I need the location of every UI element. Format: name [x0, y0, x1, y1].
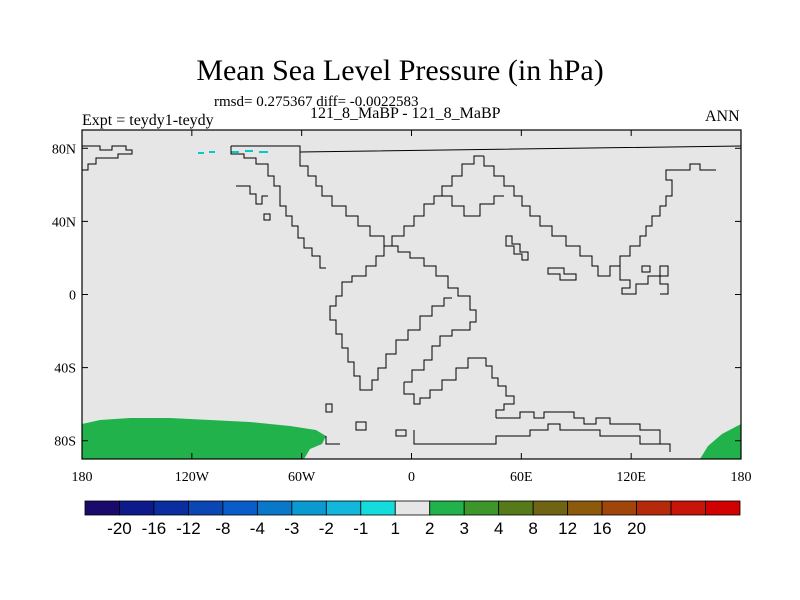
colorbar-label: -20	[107, 519, 132, 538]
coastline-small-island	[263, 213, 271, 221]
season-label: ANN	[705, 108, 740, 125]
colorbar-label: -1	[353, 519, 368, 538]
arctic-negative-dashes	[198, 150, 268, 154]
coastline-east-asia	[619, 265, 669, 295]
colorbar: -20 -16 -12 -8 -4 -3 -2 -1 1 2 3 4 8 12 16 20	[84, 500, 741, 538]
y-tick-label: 80S	[54, 435, 76, 450]
colorbar-label: -4	[250, 519, 265, 538]
colorbar-swatch	[429, 500, 465, 516]
colorbar-label: 3	[459, 519, 468, 538]
coastlines	[82, 145, 742, 452]
y-tick-label: 40N	[52, 215, 76, 230]
coastline-west-europe	[391, 155, 484, 246]
coastline-small-south-island	[355, 421, 367, 431]
x-axis: 180 120W 60W 0 60E 120E 180	[72, 130, 752, 485]
colorbar-label: 20	[627, 519, 646, 538]
coastline-north-island	[236, 185, 268, 205]
coastline-south-fleck	[325, 403, 333, 413]
colorbar-swatch	[463, 500, 500, 516]
colorbar-label: 12	[558, 519, 577, 538]
colorbar-swatch	[601, 500, 637, 516]
coastline-greenland-edge	[299, 152, 392, 247]
coastline-inland-sea	[505, 235, 529, 261]
colorbar-label: 8	[528, 519, 537, 538]
y-axis: 80N 40N 0 40S 80S	[52, 142, 741, 450]
y-tick-label: 40S	[54, 362, 76, 377]
colorbar-label: -2	[319, 519, 334, 538]
map-field	[82, 130, 741, 459]
colorbar-swatch	[705, 500, 741, 516]
stats-text: rmsd= 0.275367 diff= -0.0022583	[214, 94, 419, 110]
antarctic-positive-region	[82, 418, 326, 459]
colorbar-swatch	[222, 500, 258, 516]
colorbar-swatch	[670, 500, 706, 516]
coastline-arctic	[230, 146, 326, 269]
colorbar-swatch	[84, 500, 120, 516]
y-tick-label: 80N	[52, 142, 76, 157]
colorbar-label: -8	[215, 519, 230, 538]
coastline-africa-south	[366, 297, 452, 391]
colorbar-label: -16	[142, 519, 167, 538]
colorbar-label: -3	[284, 519, 299, 538]
colorbar-swatch	[360, 500, 396, 516]
y-tick-label: 0	[69, 289, 76, 304]
coastline-asia-north	[483, 156, 716, 277]
colorbar-swatch	[119, 500, 155, 516]
colorbar-label: 2	[425, 519, 434, 538]
coastline-asia-inner	[442, 195, 504, 217]
x-tick-label: 60W	[288, 470, 316, 485]
coastline-small-antarctic-island	[395, 429, 407, 437]
coastline-northwest	[82, 145, 133, 171]
coastline-east-island	[641, 265, 651, 273]
colorbar-label: -12	[176, 519, 201, 538]
experiment-label: Expt = teydy1-teydy	[82, 112, 214, 129]
colorbar-swatch	[256, 500, 293, 516]
coastline-africa-west	[329, 245, 392, 391]
colorbar-swatch	[394, 500, 431, 516]
subtitle: 121_8_MaBP - 121_8_MaBP	[310, 105, 501, 122]
x-tick-label: 60E	[510, 470, 533, 485]
colorbar-swatch	[567, 500, 603, 516]
x-tick-label: 180	[731, 470, 752, 485]
coastline-northern-america	[231, 145, 742, 153]
colorbar-swatch	[153, 500, 189, 516]
coastline-gulf-island	[547, 267, 577, 281]
antarctic-east-positive-region	[700, 424, 741, 459]
x-tick-label: 120W	[175, 470, 210, 485]
coastline-southern-continent	[403, 357, 515, 418]
coastline-mediterranean	[392, 245, 477, 331]
colorbar-label: 16	[593, 519, 612, 538]
colorbar-swatch	[291, 500, 327, 516]
colorbar-label: 1	[391, 519, 400, 538]
x-tick-label: 120E	[616, 470, 646, 485]
colorbar-swatch	[532, 500, 569, 516]
coastline-africa-east	[404, 329, 460, 383]
coastline-antarctic	[325, 423, 670, 445]
x-tick-label: 180	[72, 470, 93, 485]
colorbar-label: 4	[494, 519, 503, 538]
colorbar-swatch	[325, 500, 362, 516]
x-tick-label: 0	[408, 470, 415, 485]
colorbar-swatch	[188, 500, 224, 516]
coastline-australia	[496, 411, 671, 452]
colorbar-swatch	[498, 500, 534, 516]
colorbar-swatch	[636, 500, 672, 516]
map-title: Mean Sea Level Pressure (in hPa)	[196, 54, 604, 87]
